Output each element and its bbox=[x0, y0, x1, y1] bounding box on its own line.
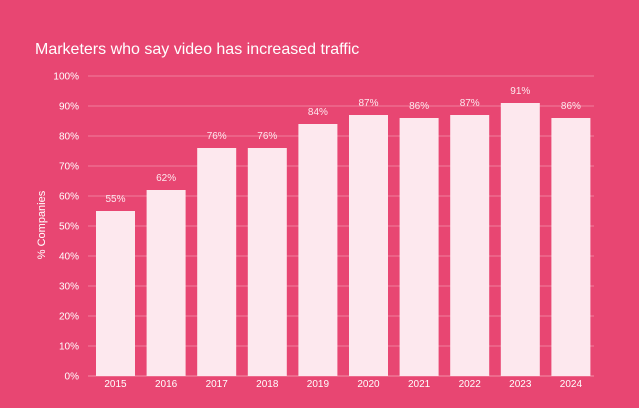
data-label: 76% bbox=[257, 131, 277, 142]
x-tick-label: 2017 bbox=[206, 379, 229, 390]
data-label: 76% bbox=[207, 131, 227, 142]
bar-2016 bbox=[146, 190, 186, 376]
y-tick-label: 20% bbox=[59, 312, 79, 323]
y-axis-ticks: 0% 10% 20% 30% 40% 50% 60% 70% 80% 90% 100% bbox=[53, 72, 79, 383]
x-tick-label: 2023 bbox=[509, 379, 532, 390]
data-label: 87% bbox=[460, 98, 480, 109]
chart-title: Marketers who say video has increased tr… bbox=[35, 41, 360, 58]
x-tick-label: 2020 bbox=[357, 379, 380, 390]
y-tick-label: 100% bbox=[53, 72, 79, 83]
y-tick-label: 50% bbox=[59, 222, 79, 233]
x-axis-ticks: 2015 2016 2017 2018 2019 2020 2021 2022 2023 2024 bbox=[104, 379, 582, 390]
bar-2023 bbox=[500, 103, 540, 376]
y-tick-label: 60% bbox=[59, 192, 79, 203]
bar-2021 bbox=[399, 118, 439, 376]
x-tick-label: 2024 bbox=[560, 379, 583, 390]
y-axis-title: % Companies bbox=[36, 190, 48, 259]
bar-2020 bbox=[349, 115, 388, 376]
y-tick-label: 80% bbox=[59, 132, 79, 143]
y-tick-label: 0% bbox=[65, 372, 80, 383]
x-tick-label: 2022 bbox=[459, 379, 482, 390]
y-tick-label: 90% bbox=[59, 102, 79, 113]
data-label: 91% bbox=[510, 86, 530, 97]
x-tick-label: 2019 bbox=[307, 379, 330, 390]
data-label: 55% bbox=[105, 194, 125, 205]
bar-2018 bbox=[247, 148, 287, 376]
x-tick-label: 2015 bbox=[104, 379, 127, 390]
data-labels: 55% 62% 76% 76% 84% 87% 86% 87% 91% 86% bbox=[105, 86, 581, 205]
bar-2024 bbox=[551, 118, 591, 376]
data-label: 84% bbox=[308, 107, 328, 118]
data-label: 86% bbox=[561, 101, 581, 112]
y-tick-label: 10% bbox=[59, 342, 79, 353]
y-tick-label: 40% bbox=[59, 252, 79, 263]
bar-2017 bbox=[197, 148, 237, 376]
x-tick-label: 2018 bbox=[256, 379, 279, 390]
x-tick-label: 2016 bbox=[155, 379, 178, 390]
data-label: 87% bbox=[358, 98, 378, 109]
bars bbox=[96, 103, 591, 376]
data-label: 62% bbox=[156, 173, 176, 184]
y-tick-label: 30% bbox=[59, 282, 79, 293]
data-label: 86% bbox=[409, 101, 429, 112]
y-tick-label: 70% bbox=[59, 162, 79, 173]
bar-2019 bbox=[298, 124, 338, 376]
bar-2022 bbox=[450, 115, 490, 376]
x-tick-label: 2021 bbox=[408, 379, 431, 390]
bar-2015 bbox=[96, 211, 135, 376]
